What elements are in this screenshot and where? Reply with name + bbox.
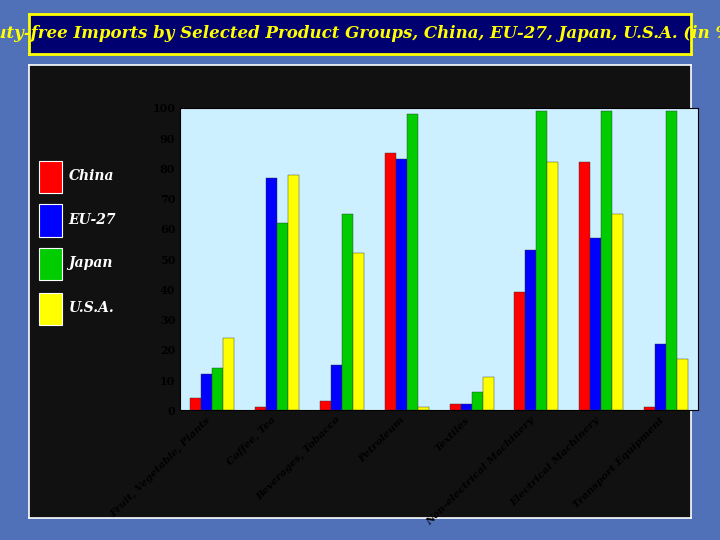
Bar [353,253,364,410]
Bar [472,392,482,410]
Bar [677,359,688,410]
Bar [449,404,461,410]
Bar [547,163,559,410]
Text: EU-27: EU-27 [68,213,116,226]
Bar [202,374,212,410]
FancyBboxPatch shape [39,248,62,280]
Text: Japan: Japan [68,256,113,270]
Text: Duty-free Imports by Selected Product Groups, China, EU-27, Japan, U.S.A. (in %): Duty-free Imports by Selected Product Gr… [0,25,720,42]
FancyBboxPatch shape [39,204,62,237]
Bar [331,365,342,410]
FancyBboxPatch shape [39,293,62,325]
Bar [526,250,536,410]
Bar [655,344,666,410]
Bar [396,159,407,410]
Bar [579,163,590,410]
Bar [482,377,494,410]
Bar [601,111,612,410]
Bar [666,111,677,410]
Bar [320,401,331,410]
Bar [384,153,396,410]
Bar [266,178,277,410]
Bar [590,238,601,410]
Text: U.S.A.: U.S.A. [68,301,114,315]
Bar [407,114,418,410]
Bar [514,293,526,410]
Bar [418,407,429,410]
Bar [612,214,624,410]
Bar [644,407,655,410]
Bar [212,368,223,410]
Bar [461,404,472,410]
Bar [536,111,547,410]
Bar [288,174,300,410]
Bar [255,407,266,410]
Bar [342,214,353,410]
Bar [277,223,288,410]
Text: China: China [68,169,114,183]
Bar [223,338,235,410]
Bar [190,399,202,410]
FancyBboxPatch shape [39,161,62,193]
